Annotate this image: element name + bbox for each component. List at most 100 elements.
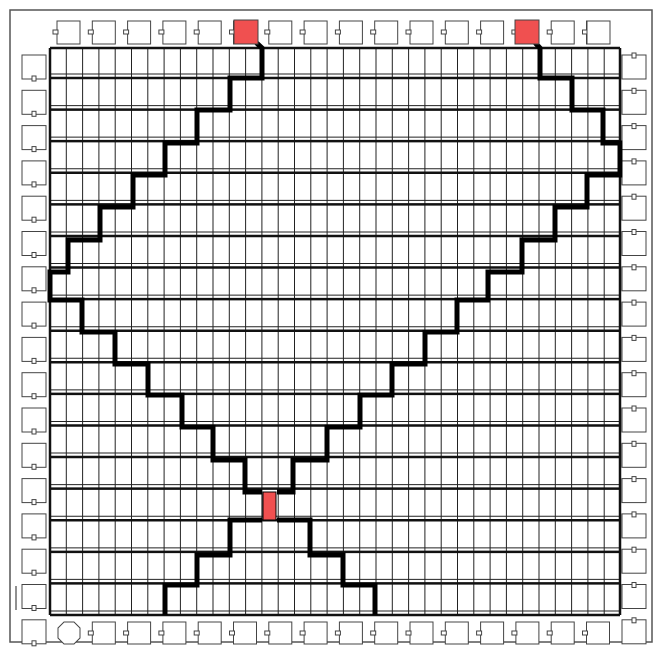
pad-pin — [632, 300, 636, 305]
pad-pin — [547, 30, 552, 34]
pad-pin — [88, 631, 93, 635]
pad-pin — [32, 253, 36, 258]
io-pad — [622, 514, 646, 538]
io-pad — [622, 373, 646, 397]
io-pad — [587, 21, 610, 44]
pad-pin — [32, 641, 36, 646]
pad-pin — [300, 30, 305, 34]
io-pad — [410, 21, 433, 44]
io-pad — [22, 514, 46, 538]
io-pad — [622, 302, 646, 326]
pad-pin — [632, 371, 636, 376]
io-pad — [622, 443, 646, 467]
io-pad — [622, 337, 646, 361]
io-pad — [22, 408, 46, 432]
io-pad — [339, 622, 362, 644]
io-pad — [22, 55, 46, 79]
io-pad — [22, 337, 46, 361]
pad-pin — [477, 631, 482, 635]
io-pad — [198, 622, 221, 644]
io-pad — [128, 21, 151, 44]
io-pad — [622, 549, 646, 573]
pad-pin — [230, 631, 235, 635]
pad-pin — [194, 30, 199, 34]
io-pad — [622, 267, 646, 291]
io-pad — [304, 21, 327, 44]
pad-pin — [335, 631, 340, 635]
sink-block — [263, 492, 276, 520]
pad-pin — [547, 631, 552, 635]
pad-pin — [265, 30, 270, 34]
pad-pin — [32, 147, 36, 152]
pad-pin — [632, 53, 636, 58]
io-pad — [22, 90, 46, 114]
io-pad — [339, 21, 362, 44]
io-pad — [57, 21, 80, 44]
io-pad — [22, 373, 46, 397]
pad-pin — [53, 30, 58, 34]
pad-pin — [632, 230, 636, 235]
io-pad — [481, 622, 504, 644]
pad-pin — [632, 124, 636, 129]
io-pad — [22, 479, 46, 503]
pad-pin — [159, 30, 164, 34]
pad-pin — [632, 618, 636, 623]
pad-pin — [632, 406, 636, 411]
io-pad — [587, 622, 610, 644]
io-pad — [445, 21, 468, 44]
pad-pin — [406, 30, 411, 34]
pad-pin — [632, 88, 636, 93]
io-pad — [622, 232, 646, 256]
io-pad — [622, 196, 646, 220]
pad-pin — [32, 323, 36, 328]
io-pad — [622, 479, 646, 503]
pad-pin — [124, 631, 129, 635]
pad-pin — [632, 335, 636, 340]
pad-pin — [632, 477, 636, 482]
pad-pin — [32, 76, 36, 81]
pad-pin — [406, 631, 411, 635]
io-pad — [58, 622, 80, 644]
pad-pin — [32, 358, 36, 363]
io-pad — [551, 622, 574, 644]
pad-pin — [335, 30, 340, 34]
pad-pin — [477, 30, 482, 34]
io-pad — [92, 21, 115, 44]
io-pad — [481, 21, 504, 44]
io-pad — [22, 549, 46, 573]
pad-pin — [159, 631, 164, 635]
io-pad — [622, 408, 646, 432]
io-pad — [22, 620, 46, 644]
io-pad — [234, 622, 257, 644]
pad-pin — [632, 512, 636, 517]
io-pad — [622, 55, 646, 79]
pad-pin — [32, 182, 36, 187]
pad-pin — [32, 464, 36, 469]
pad-pin — [441, 631, 446, 635]
io-pad — [551, 21, 574, 44]
pad-pin — [32, 394, 36, 399]
pad-pin — [632, 583, 636, 588]
io-pad — [22, 302, 46, 326]
pad-pin — [512, 631, 517, 635]
io-pad — [198, 21, 221, 44]
pad-pin — [371, 631, 376, 635]
pad-pin — [32, 606, 36, 611]
pad-pin — [32, 429, 36, 434]
io-pad — [22, 585, 46, 609]
pad-pin — [583, 631, 588, 635]
io-pad — [22, 161, 46, 185]
io-pad — [622, 90, 646, 114]
pad-pin — [265, 631, 270, 635]
io-pad — [622, 126, 646, 150]
pad-pin — [32, 535, 36, 540]
pad-pin — [300, 631, 305, 635]
io-pad — [622, 585, 646, 609]
io-pad — [22, 196, 46, 220]
pad-pin — [124, 30, 129, 34]
pad-pin — [194, 631, 199, 635]
io-pad — [22, 126, 46, 150]
pad-pin — [632, 159, 636, 164]
pad-pin — [32, 500, 36, 505]
